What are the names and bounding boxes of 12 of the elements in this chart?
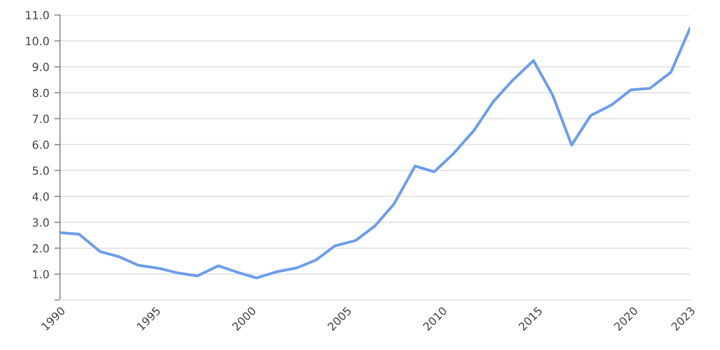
y-tick-label: 8.0 — [32, 88, 49, 98]
y-tick-label: 9.0 — [32, 62, 49, 72]
line-series — [60, 26, 690, 280]
y-tick-label: 4.0 — [32, 192, 49, 201]
y-tick-label: 7.0 — [32, 114, 49, 124]
y-tick-label: 10.0 — [26, 36, 49, 46]
y-tick-label: 3.0 — [32, 218, 49, 227]
y-tick-label: 5.0 — [32, 166, 49, 175]
y-tick-label: 1.0 — [33, 270, 49, 278]
y-tick-label: 11.0 — [26, 10, 49, 20]
y-tick-label: 2.0 — [32, 244, 49, 253]
y-tick-label: 6.0 — [32, 140, 49, 149]
